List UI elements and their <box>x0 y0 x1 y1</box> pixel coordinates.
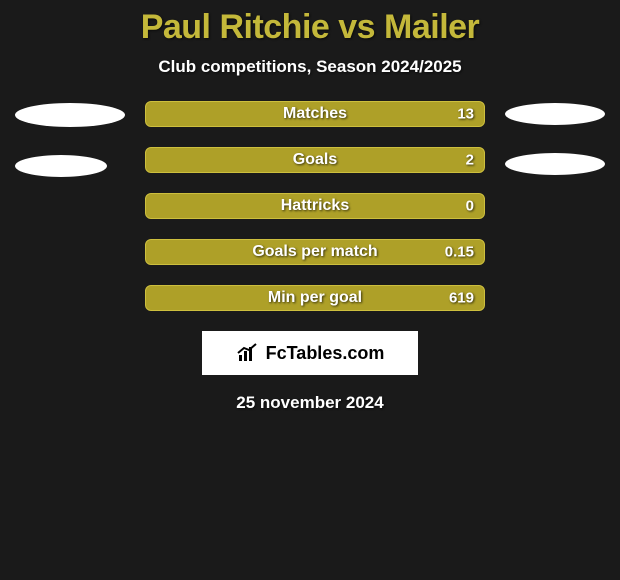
main-row: Matches 13 Goals 2 Hattricks 0 Goals per match… <box>0 101 620 311</box>
left-ellipse-column <box>15 101 125 177</box>
chart-icon <box>236 341 260 365</box>
stats-column: Matches 13 Goals 2 Hattricks 0 Goals per match… <box>145 101 485 311</box>
stat-value: 2 <box>466 152 474 169</box>
stat-label: Matches <box>283 105 347 123</box>
right-ellipse-column <box>505 101 605 175</box>
stat-label: Hattricks <box>281 197 349 215</box>
stat-bar-matches: Matches 13 <box>145 101 485 127</box>
logo-box: FcTables.com <box>202 331 418 375</box>
stat-label: Min per goal <box>268 289 362 307</box>
stat-value: 0.15 <box>445 244 474 261</box>
date-text: 25 november 2024 <box>0 393 620 413</box>
stat-value: 0 <box>466 198 474 215</box>
stat-value: 13 <box>457 106 474 123</box>
infographic-container: Paul Ritchie vs Mailer Club competitions… <box>0 0 620 413</box>
stat-bar-hattricks: Hattricks 0 <box>145 193 485 219</box>
stat-label: Goals <box>293 151 337 169</box>
player-ellipse-left-0 <box>15 103 125 127</box>
player-ellipse-right-0 <box>505 103 605 125</box>
stat-label: Goals per match <box>252 243 377 261</box>
stat-bar-min-per-goal: Min per goal 619 <box>145 285 485 311</box>
page-title: Paul Ritchie vs Mailer <box>0 8 620 47</box>
logo-text: FcTables.com <box>266 343 385 364</box>
player-ellipse-right-1 <box>505 153 605 175</box>
stat-value: 619 <box>449 290 474 307</box>
page-subtitle: Club competitions, Season 2024/2025 <box>0 57 620 77</box>
stat-bar-goals: Goals 2 <box>145 147 485 173</box>
player-ellipse-left-1 <box>15 155 107 177</box>
stat-bar-goals-per-match: Goals per match 0.15 <box>145 239 485 265</box>
